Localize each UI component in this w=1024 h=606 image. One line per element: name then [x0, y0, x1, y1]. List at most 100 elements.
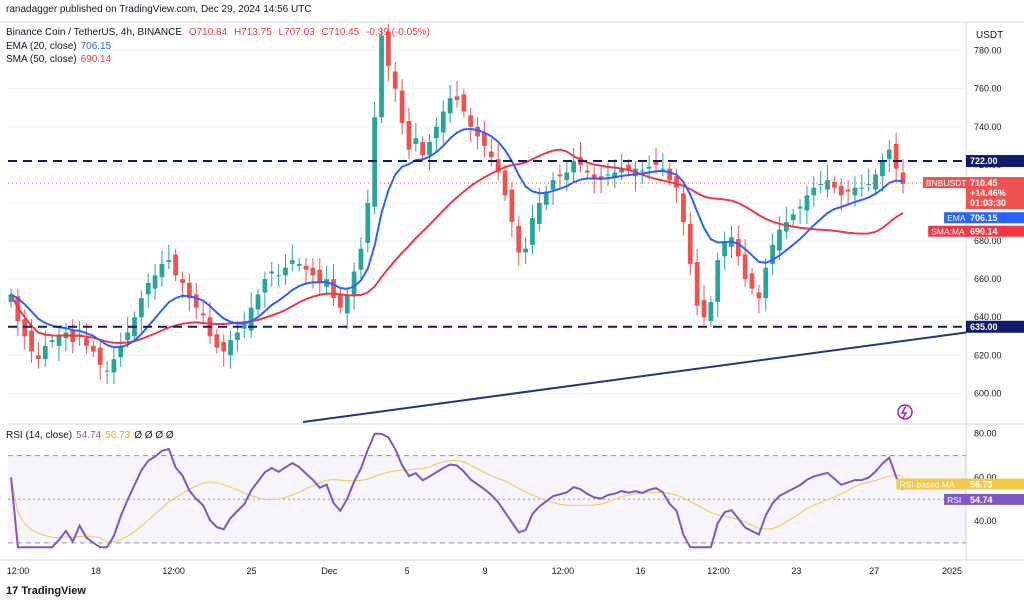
candle-body: [358, 248, 364, 270]
ema-price-tag[interactable]: 706.15 EMA: [944, 212, 1024, 224]
candle-body: [735, 239, 741, 257]
candle-body: [468, 115, 474, 127]
candle-body: [770, 244, 776, 264]
time-tick-label: 12:00: [552, 566, 575, 576]
candle-body: [111, 359, 117, 373]
svg-text:56.73: 56.73: [970, 480, 993, 490]
candle-body: [221, 342, 227, 352]
candle-body: [502, 170, 508, 196]
candle-body: [584, 170, 590, 173]
candle-body: [406, 121, 412, 150]
candle-body: [777, 229, 782, 251]
ema-legend[interactable]: EMA (20, close) 706.15: [6, 41, 112, 52]
candle-body: [495, 159, 501, 173]
candle-body: [893, 143, 899, 169]
candle-body: [379, 35, 384, 118]
candle-body: [722, 241, 727, 257]
candle-body: [804, 195, 810, 211]
candle-body: [797, 206, 803, 209]
candle-body: [571, 161, 577, 173]
sma-price-tag[interactable]: 690.14 SMA:MA: [928, 225, 1024, 237]
svg-text:EMA: EMA: [947, 213, 966, 223]
rsi-line: [10, 432, 904, 549]
candle-body: [200, 313, 206, 316]
candle-body: [880, 161, 885, 177]
publisher-line: ranadagger published on TradingView.com,…: [6, 4, 312, 15]
candle-body: [427, 142, 432, 156]
svg-text:SMA:MA: SMA:MA: [931, 227, 965, 237]
candle-body: [193, 294, 199, 308]
candle-body: [337, 294, 343, 308]
sma-legend[interactable]: SMA (50, close) 690.14: [6, 54, 112, 65]
candle-body: [639, 170, 645, 172]
candle-body: [523, 248, 528, 253]
candle-body: [660, 168, 666, 170]
rsi-tick-label: 40.00: [974, 516, 997, 526]
time-tick-label: 12:00: [162, 566, 185, 576]
time-tick-label: 25: [246, 566, 256, 576]
rsi-ma-line: [10, 459, 904, 544]
candle-body: [859, 187, 865, 189]
candle-body: [715, 260, 721, 302]
candle-body: [42, 345, 48, 360]
candle-body: [104, 370, 110, 372]
candle-body: [818, 183, 824, 185]
candle-body: [763, 267, 769, 299]
candle-body: [509, 189, 515, 222]
candle-body: [8, 294, 14, 302]
candle-body: [681, 193, 686, 222]
rsi-tick-label: 80.00: [974, 429, 997, 439]
candle-body: [550, 180, 556, 190]
candle-body: [701, 300, 707, 318]
candle-body: [118, 345, 124, 358]
candle-body: [619, 168, 625, 173]
candle-body: [235, 332, 240, 341]
candle-body: [536, 202, 542, 224]
price-tick-label: 640.00: [974, 312, 1002, 322]
candle-body: [557, 174, 563, 177]
resistance-price-tag[interactable]: 722.00: [966, 155, 1024, 168]
price-tick-label: 760.00: [974, 84, 1002, 94]
currency-label[interactable]: USDT: [976, 30, 1004, 41]
svg-text:01:03:30: 01:03:30: [970, 198, 1006, 208]
candle-body: [612, 172, 618, 179]
price-tick-label: 660.00: [974, 274, 1002, 284]
candle-body: [832, 182, 837, 188]
candle-body: [900, 172, 906, 184]
candle-body: [708, 302, 714, 322]
time-tick-label: 12:00: [707, 566, 730, 576]
candle-body: [152, 275, 158, 289]
candle-body: [873, 174, 878, 190]
candle-body: [173, 254, 179, 276]
candle-body: [866, 183, 872, 185]
candle-body: [434, 126, 439, 139]
candle-body: [605, 174, 611, 176]
rsi-legend[interactable]: RSI (14, close) 54.74 56.73 Ø Ø Ø Ø: [6, 430, 174, 441]
rsi-tag[interactable]: 54.74 RSI: [944, 493, 1024, 505]
rsi-ma-tag[interactable]: 56.73 RSI-based MA: [896, 478, 1024, 490]
price-tick-label: 620.00: [974, 350, 1002, 360]
candle-body: [214, 334, 220, 348]
candle-body: [351, 271, 357, 297]
candle-body: [289, 260, 295, 264]
candle-body: [482, 132, 487, 146]
support-price-tag[interactable]: 635.00: [966, 320, 1024, 333]
candle-body: [248, 307, 254, 331]
candle-body: [228, 340, 233, 356]
candle-body: [886, 149, 892, 160]
candle-body: [125, 332, 131, 341]
time-tick-label: Dec: [321, 566, 338, 576]
rsi-band-fill: [8, 455, 966, 543]
candle-body: [674, 176, 679, 188]
candle-body: [269, 271, 275, 274]
candle-body: [687, 223, 693, 264]
time-tick-label: 16: [636, 566, 646, 576]
time-tick-label: 18: [91, 566, 101, 576]
symbol-line[interactable]: Binance Coin / TetherUS, 4h, BINANCE O71…: [6, 27, 430, 38]
candle-body: [783, 222, 789, 232]
candle-body: [461, 94, 467, 112]
candle-body: [145, 282, 151, 295]
flash-icon: [897, 404, 913, 420]
